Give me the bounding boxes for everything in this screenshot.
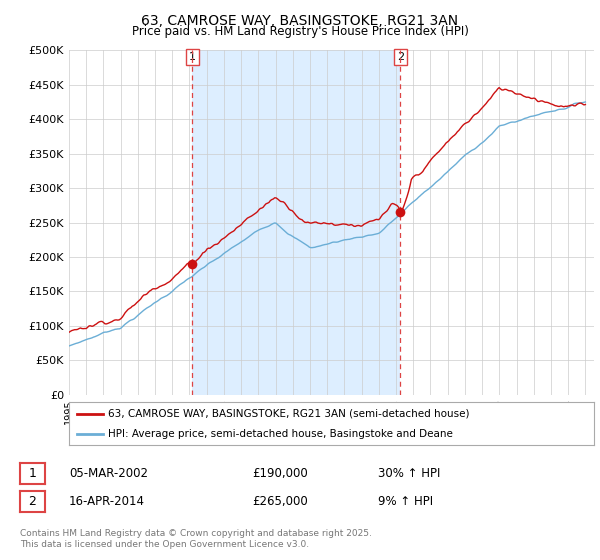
Text: 9% ↑ HPI: 9% ↑ HPI — [378, 494, 433, 508]
Text: 63, CAMROSE WAY, BASINGSTOKE, RG21 3AN (semi-detached house): 63, CAMROSE WAY, BASINGSTOKE, RG21 3AN (… — [109, 409, 470, 419]
Bar — [193, 50, 400, 395]
Text: 05-MAR-2002: 05-MAR-2002 — [69, 466, 148, 480]
Text: £190,000: £190,000 — [252, 466, 308, 480]
Text: 2: 2 — [28, 494, 37, 508]
Text: 1: 1 — [28, 466, 37, 480]
Text: £265,000: £265,000 — [252, 494, 308, 508]
Text: 1: 1 — [189, 52, 196, 62]
Text: 16-APR-2014: 16-APR-2014 — [69, 494, 145, 508]
Text: 63, CAMROSE WAY, BASINGSTOKE, RG21 3AN: 63, CAMROSE WAY, BASINGSTOKE, RG21 3AN — [142, 14, 458, 28]
Text: Price paid vs. HM Land Registry's House Price Index (HPI): Price paid vs. HM Land Registry's House … — [131, 25, 469, 38]
Text: Contains HM Land Registry data © Crown copyright and database right 2025.
This d: Contains HM Land Registry data © Crown c… — [20, 529, 371, 549]
Text: 2: 2 — [397, 52, 404, 62]
Text: 30% ↑ HPI: 30% ↑ HPI — [378, 466, 440, 480]
Text: HPI: Average price, semi-detached house, Basingstoke and Deane: HPI: Average price, semi-detached house,… — [109, 430, 453, 439]
